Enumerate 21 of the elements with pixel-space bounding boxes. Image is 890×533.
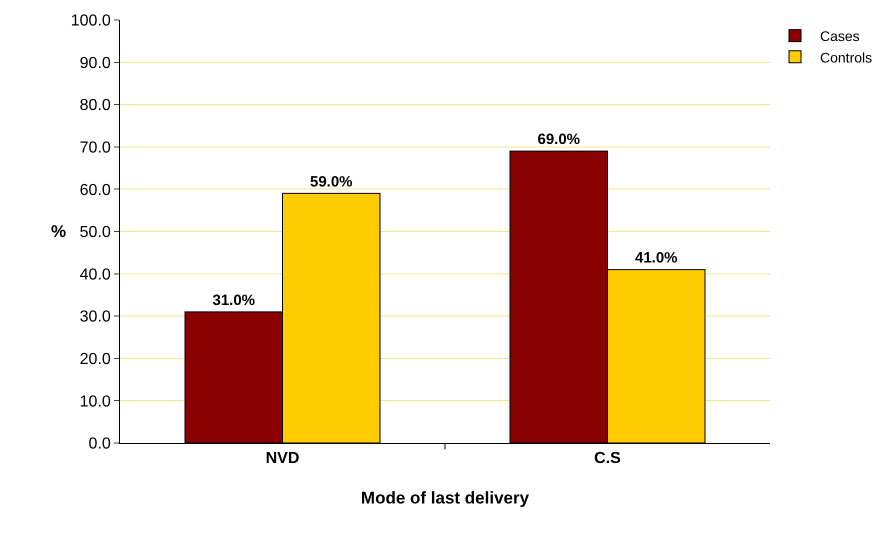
- y-tick-label: 40.0: [80, 266, 111, 284]
- y-axis-title: %: [51, 222, 66, 241]
- x-tick-label: C.S: [594, 450, 622, 468]
- y-tick-label: 100.0: [70, 12, 111, 30]
- data-label: 41.0%: [634, 250, 678, 267]
- x-axis-title: Mode of last delivery: [360, 488, 530, 508]
- data-label: 31.0%: [212, 292, 256, 309]
- y-tick-label: 90.0: [80, 54, 111, 72]
- y-tick-label: 60.0: [80, 182, 111, 199]
- data-label: 69.0%: [537, 131, 580, 148]
- y-tick-label: 0.0: [88, 436, 111, 453]
- y-tick-label: 20.0: [80, 351, 111, 368]
- y-tick-label: 10.0: [80, 393, 111, 410]
- data-label: 59.0%: [310, 173, 353, 190]
- legend-label: Cases: [820, 28, 860, 44]
- y-tick-label: 30.0: [80, 308, 111, 326]
- y-tick-label: 70.0: [80, 140, 111, 156]
- legend-label: Controls: [820, 49, 872, 66]
- y-tick-label: 80.0: [80, 97, 111, 114]
- y-tick-label: 50.0: [80, 224, 111, 242]
- x-tick-label: NVD: [266, 450, 300, 468]
